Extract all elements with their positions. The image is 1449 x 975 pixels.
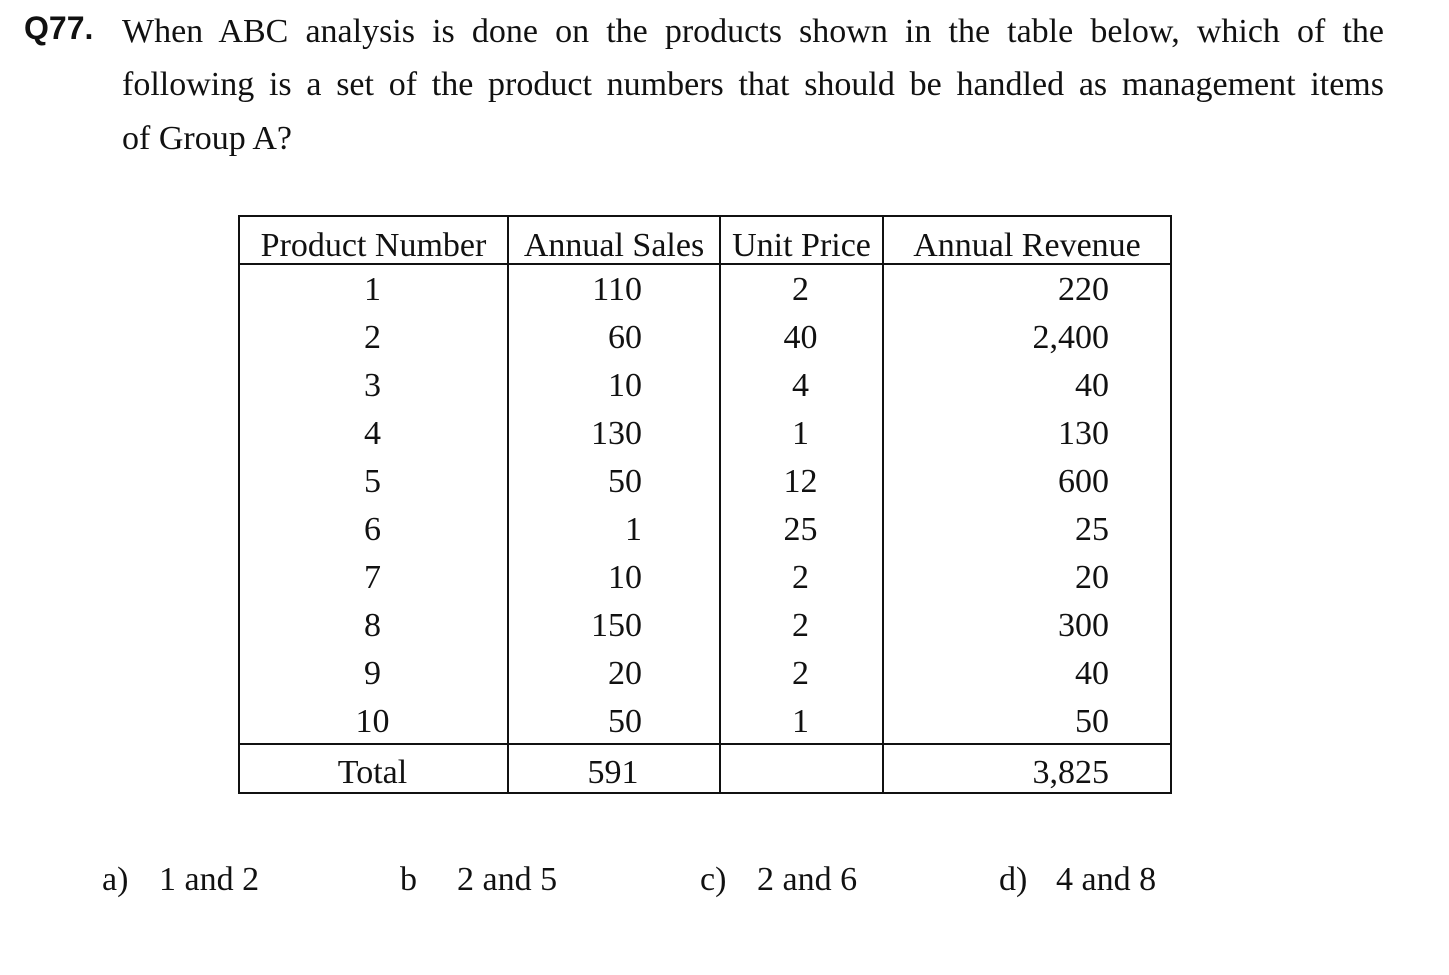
table-border-top xyxy=(238,215,1172,217)
table-cell: 9 xyxy=(364,655,381,692)
option-b-label: b xyxy=(400,861,417,898)
question-line-3: of Group A? xyxy=(122,120,292,157)
table-cell: 3 xyxy=(364,367,381,404)
option-c[interactable]: c) 2 and 6 xyxy=(700,860,857,900)
column-header: Annual Revenue xyxy=(913,227,1141,264)
table-cell: 1 xyxy=(625,511,642,548)
option-c-label: c) xyxy=(700,861,727,898)
table-cell: 130 xyxy=(591,415,642,452)
table-cell: 300 xyxy=(1058,607,1109,644)
table-cell: 2,400 xyxy=(1032,319,1110,356)
table-cell: 2 xyxy=(792,655,809,692)
table-cell: 20 xyxy=(1075,559,1109,596)
column-header: Unit Price xyxy=(732,227,871,264)
question-number: Q77. xyxy=(24,10,94,46)
table-cell: 1 xyxy=(792,703,809,740)
table-cell: 4 xyxy=(792,367,809,404)
table-cell: 60 xyxy=(608,319,642,356)
table-cell: 220 xyxy=(1058,271,1109,308)
table-cell: 50 xyxy=(608,463,642,500)
table-cell: 2 xyxy=(364,319,381,356)
table-cell: 40 xyxy=(1075,367,1109,404)
table-cell: 1 xyxy=(364,271,381,308)
total-annual-sales: 591 xyxy=(587,754,639,791)
table-cell: 10 xyxy=(355,703,390,740)
table-column-line-2 xyxy=(719,215,721,794)
option-a[interactable]: a) 1 and 2 xyxy=(102,860,259,900)
table-cell: 10 xyxy=(608,559,642,596)
table-cell: 2 xyxy=(792,271,809,308)
option-d-text: 4 and 8 xyxy=(1056,861,1157,898)
table-column-line-1 xyxy=(507,215,509,794)
table-cell: 40 xyxy=(783,319,818,356)
table-cell: 7 xyxy=(364,559,381,596)
table-cell: 2 xyxy=(792,607,809,644)
table-border-bottom xyxy=(238,792,1172,794)
table-cell: 130 xyxy=(1058,415,1109,452)
table-cell: 600 xyxy=(1058,463,1109,500)
table-header-divider xyxy=(238,263,1172,265)
table-cell: 25 xyxy=(1075,511,1109,548)
table-cell: 150 xyxy=(591,607,642,644)
question-line-1: When ABC analysis is done on the product… xyxy=(122,13,1384,50)
table-cell: 25 xyxy=(783,511,818,548)
table-cell: 12 xyxy=(783,463,818,500)
table-cell: 20 xyxy=(608,655,642,692)
table-cell: 6 xyxy=(364,511,381,548)
option-a-text: 1 and 2 xyxy=(159,861,260,898)
option-d[interactable]: d) 4 and 8 xyxy=(999,860,1156,900)
question-line-2: following is a set of the product number… xyxy=(122,66,1384,103)
option-b[interactable]: b 2 and 5 xyxy=(400,860,557,900)
table-cell: 40 xyxy=(1075,655,1109,692)
option-b-text: 2 and 5 xyxy=(457,861,558,898)
table-cell: 50 xyxy=(608,703,642,740)
table-cell: 110 xyxy=(592,271,642,308)
table-cell: 4 xyxy=(364,415,381,452)
table-column-line-0 xyxy=(238,215,240,794)
table-column-line-4 xyxy=(1170,215,1172,794)
column-header: Product Number xyxy=(260,227,487,264)
table-cell: 5 xyxy=(364,463,381,500)
table-cell: 50 xyxy=(1075,703,1109,740)
table-total-divider xyxy=(238,743,1172,745)
option-a-label: a) xyxy=(102,861,129,898)
table-cell: 1 xyxy=(792,415,809,452)
table-column-line-3 xyxy=(882,215,884,794)
total-label: Total xyxy=(337,754,408,791)
column-header: Annual Sales xyxy=(523,227,705,264)
table-cell: 8 xyxy=(364,607,381,644)
option-d-label: d) xyxy=(999,861,1028,898)
product-table: Product Number Annual Sales Unit Price Annu… xyxy=(238,215,1172,794)
table-cell: 10 xyxy=(608,367,642,404)
option-c-text: 2 and 6 xyxy=(757,861,858,898)
total-annual-revenue: 3,825 xyxy=(1032,754,1110,791)
table-cell: 2 xyxy=(792,559,809,596)
